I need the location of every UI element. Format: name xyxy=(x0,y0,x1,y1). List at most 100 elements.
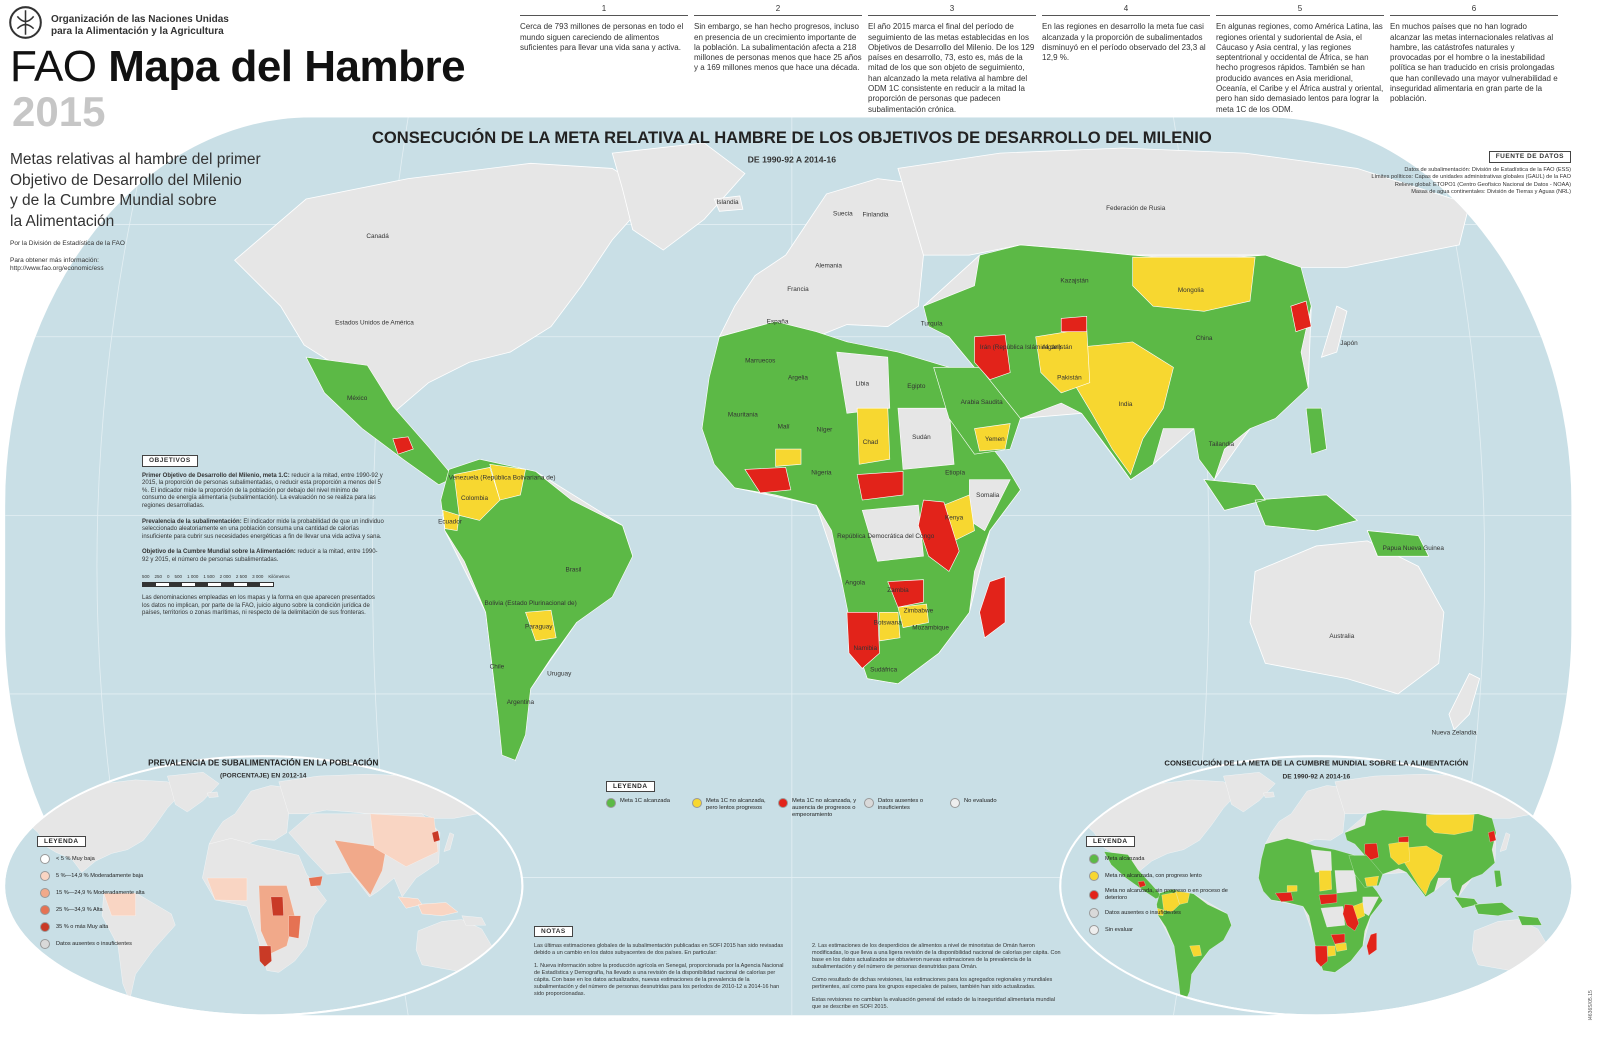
inset-prevalence-title: PREVALENCIA DE SUBALIMENTACIÓN EN LA POB… xyxy=(148,756,378,767)
country-label: Botswana xyxy=(874,620,903,627)
country-label: Papua Nueva Guinea xyxy=(1383,545,1445,552)
objective-term: Primer Objetivo de Desarrollo del Mileni… xyxy=(142,472,290,479)
legend-item: No evaluado xyxy=(950,798,1036,819)
legend-item: 5 %—14,9 % Moderadamente baja xyxy=(40,871,182,881)
wfs-legend: LEYENDA Meta alcanzada Meta no alcanzada,… xyxy=(1086,836,1231,936)
scale-label: 1 500 xyxy=(203,573,215,579)
sources-heading: FUENTE DE DATOS xyxy=(1488,151,1571,163)
inset-wfs-map xyxy=(1059,755,1574,1017)
legend-label: Meta alcanzada xyxy=(1105,855,1145,862)
legend-item: Meta 1C no alcanzada, pero lentos progre… xyxy=(692,798,778,819)
country-label: Kazajstán xyxy=(1060,278,1089,285)
country-label: Chad xyxy=(863,439,879,446)
country-label: Ecuador xyxy=(438,519,463,526)
key-point: 6 En muchos países que no han logrado alc… xyxy=(1390,4,1558,105)
key-point: 1 Cerca de 793 millones de personas en to… xyxy=(520,4,688,53)
inset-wfs-title: CONSECUCIÓN DE LA META DE LA CUMBRE MUND… xyxy=(1164,758,1468,767)
legend-swatch xyxy=(1089,889,1099,900)
org-name: Organización de las Naciones Unidas xyxy=(51,14,229,25)
country-label: Zimbabwe xyxy=(904,607,934,614)
country-label: Arabia Saudita xyxy=(961,399,1003,406)
note-paragraph: Como resultado de dichas revisiones, las… xyxy=(812,977,1053,990)
legend-swatch xyxy=(864,798,874,808)
country-label: Suecia xyxy=(833,210,853,217)
note-paragraph: 1. Nueva información sobre la producción… xyxy=(534,963,784,997)
country-label: Mongolia xyxy=(1178,287,1204,294)
country-label: Chile xyxy=(490,663,505,670)
country-label: Egipto xyxy=(907,383,926,390)
info-url: http://www.fao.org/economic/ess xyxy=(10,265,104,272)
legend-item: Sin evaluar xyxy=(1089,925,1231,936)
main-map-subtitle: DE 1990-92 A 2014-16 xyxy=(748,154,837,164)
legend-swatch xyxy=(40,871,50,881)
objective-text: reducir a la mitad, entre 1990-92 y 2015… xyxy=(142,472,383,509)
country-label: Sudáfrica xyxy=(870,666,898,673)
key-point-number: 6 xyxy=(1390,4,1558,17)
country-label: Etiopía xyxy=(945,470,965,477)
legend-swatch xyxy=(1089,871,1099,881)
country-label: Zambia xyxy=(887,587,909,594)
by-line: Por la División de Estadística de la FAO xyxy=(10,240,125,247)
inset-prevalence-subtitle: (PORCENTAJE) EN 2012-14 xyxy=(220,773,307,780)
info-label: Para obtener más información: xyxy=(10,257,99,264)
title-main: Mapa del Hambre xyxy=(108,42,466,91)
country-label: Nueva Zelandia xyxy=(1432,730,1477,737)
key-point-text: Sin embargo, se han hecho progresos, inc… xyxy=(694,22,862,73)
country-label: Colombia xyxy=(461,495,488,502)
source-line: Masas de agua continentales: División de… xyxy=(1411,189,1571,196)
key-point-number: 4 xyxy=(1042,4,1210,17)
country-label: Somalia xyxy=(976,492,1000,499)
legend-heading: LEYENDA xyxy=(1086,836,1135,847)
org-name: para la Alimentación y la Agricultura xyxy=(51,26,224,37)
country-label: Federación de Rusia xyxy=(1106,205,1166,212)
legend-swatch xyxy=(40,888,50,898)
legend-label: Meta 1C alcanzada xyxy=(620,798,670,804)
legend-swatch xyxy=(692,798,702,808)
legend-swatch xyxy=(1089,854,1099,864)
legend-swatch xyxy=(1089,908,1099,919)
source-line: Datos de subalimentación: División de Es… xyxy=(1404,166,1571,173)
objectives: OBJETIVOS Primer Objetivo de Desarrollo … xyxy=(142,455,384,618)
country-label: Mauritania xyxy=(728,411,758,418)
legend-label: Sin evaluar xyxy=(1105,926,1133,933)
objective-paragraph: Primer Objetivo de Desarrollo del Mileni… xyxy=(142,473,384,511)
country-label: Kenya xyxy=(945,514,964,521)
country-label: Tailandia xyxy=(1209,441,1235,448)
objective-term: Objetivo de la Cumbre Mundial sobre la A… xyxy=(142,549,296,556)
country-label: Malí xyxy=(778,424,790,431)
note-paragraph: Estas revisiones no cambian la evaluació… xyxy=(812,997,1056,1010)
scale-label: 0 xyxy=(167,573,170,579)
legend-label: Meta 1C no alcanzada, y ausencia de prog… xyxy=(792,798,857,818)
legend-item: Meta no alcanzada, sin progreso o en pro… xyxy=(1089,888,1231,901)
key-point-number: 5 xyxy=(1216,4,1384,17)
key-point: 2 Sin embargo, se han hecho progresos, in… xyxy=(694,4,862,74)
legend-label: Meta no alcanzada, con progreso lento xyxy=(1105,872,1202,879)
country-label: China xyxy=(1196,335,1213,342)
country-label: Sudán xyxy=(912,434,931,441)
country-label: Finlandia xyxy=(863,211,889,218)
subtitle-line: la Alimentación xyxy=(10,212,115,230)
key-point-number: 2 xyxy=(694,4,862,17)
key-point-text: Cerca de 793 millones de personas en tod… xyxy=(520,22,684,52)
legend-label: No evaluado xyxy=(964,798,997,804)
data-sources: FUENTE DE DATOS Datos de subalimentación… xyxy=(1371,151,1571,197)
source-line: Relieve global: ETOPO1 (Centro Geofísico… xyxy=(1394,181,1571,188)
key-point-number: 1 xyxy=(520,4,688,17)
scale-bar-graphic xyxy=(142,582,274,588)
country-label: Libia xyxy=(855,381,869,388)
country-label: Irán (República Islámica del) xyxy=(980,344,1061,351)
legend-swatch xyxy=(606,798,616,808)
main-legend: LEYENDA Meta 1C alcanzada Meta 1C no alca… xyxy=(606,781,1036,819)
legend-item: Meta 1C no alcanzada, y ausencia de prog… xyxy=(778,798,864,819)
country-label: República Democrática del Congo xyxy=(837,533,935,540)
poster-year: 2015 xyxy=(12,88,106,135)
legend-item: Datos ausentes o insuficientes xyxy=(1089,908,1231,919)
legend-heading: LEYENDA xyxy=(606,781,655,792)
key-point-text: En las regiones en desarrollo la meta fu… xyxy=(1042,22,1206,63)
country-label: Bolivia (Estado Plurinacional de) xyxy=(484,600,576,607)
country-label: Estados Unidos de América xyxy=(335,320,414,327)
legend-item: Meta alcanzada xyxy=(1089,854,1231,864)
subtitle-line: y de la Cumbre Mundial sobre xyxy=(10,192,217,209)
